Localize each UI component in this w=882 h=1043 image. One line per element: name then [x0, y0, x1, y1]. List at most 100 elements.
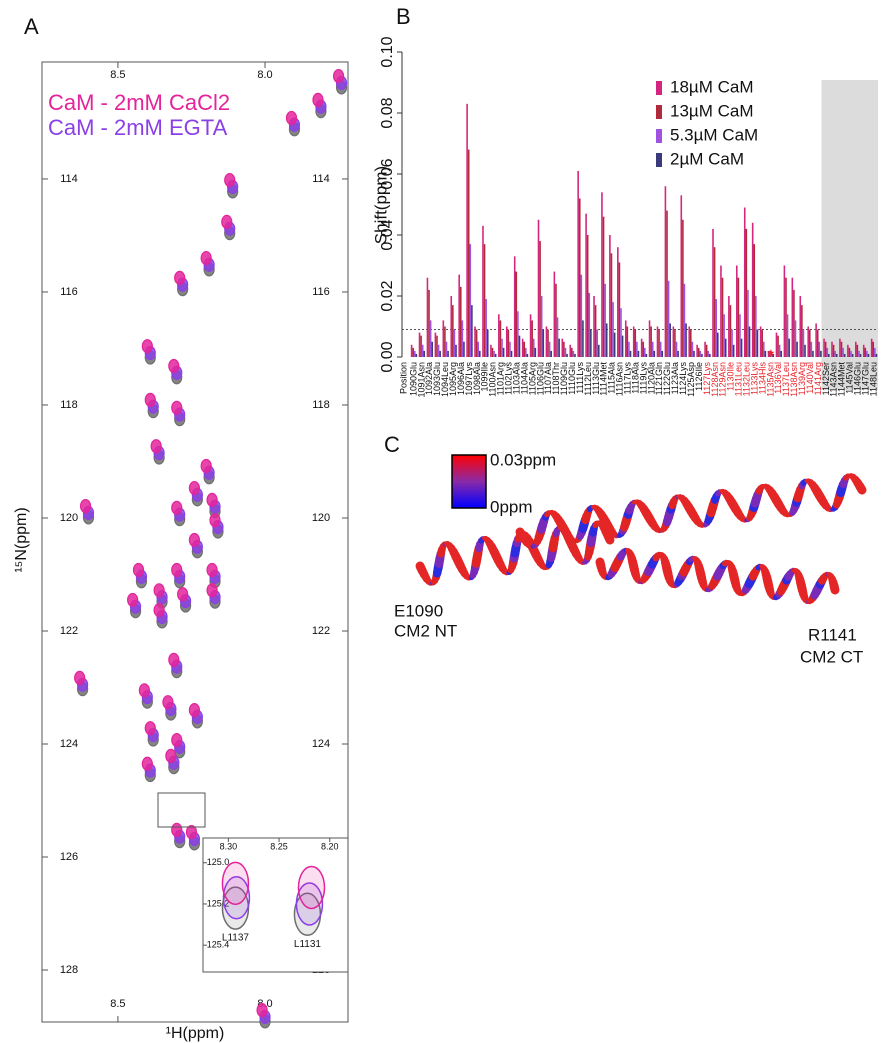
bar: [431, 341, 434, 357]
peak: [174, 270, 186, 285]
bar: [664, 186, 667, 357]
bar: [653, 350, 656, 357]
x-tick-label: 1117Lys: [623, 362, 633, 395]
peak: [79, 499, 92, 514]
peak: [200, 458, 212, 474]
y-tick-label: 118: [312, 399, 330, 411]
bar: [834, 350, 836, 357]
bar: [759, 326, 762, 357]
residue-label: E1090: [394, 601, 443, 620]
x-tick-label: 1138Asn: [789, 362, 799, 397]
y-tick-label: 120: [312, 512, 330, 524]
bar: [721, 277, 724, 357]
x-tick-label: 1142Ser: [821, 362, 831, 395]
x-axis-label: Position: [398, 362, 408, 394]
bar: [672, 326, 675, 357]
bar: [620, 308, 622, 357]
bar: [463, 341, 465, 357]
bar: [850, 350, 852, 357]
bar: [507, 329, 510, 357]
bar: [537, 219, 540, 357]
peak: [206, 562, 218, 578]
x-tick-label: 8.0: [257, 69, 272, 81]
bar: [604, 283, 606, 357]
bar: [828, 353, 830, 357]
x-tick-label: 1112Leu: [583, 362, 593, 396]
y-tick-label: 122: [60, 625, 78, 637]
y-tick-label: 116: [312, 286, 330, 298]
y-axis-label: ¹⁵N(ppm): [13, 507, 30, 572]
x-tick-label: 1106Glu: [535, 362, 545, 395]
y-tick-label: 0.04: [379, 219, 396, 250]
panel-label: A: [24, 14, 39, 39]
bar: [483, 244, 486, 357]
x-tick-label: 1147Glu: [860, 362, 870, 395]
bar: [586, 235, 589, 357]
bar: [748, 326, 751, 357]
bar: [743, 207, 746, 357]
bar: [413, 350, 416, 357]
bar: [571, 347, 573, 357]
x-tick-label: 1136Val: [773, 362, 783, 394]
y-tick-label: 125.0: [207, 857, 230, 867]
y-tick-label: 114: [312, 173, 330, 185]
x-tick-label: 1132Leu: [741, 362, 751, 396]
bar: [667, 280, 670, 357]
x-tick-label: 1093Glu: [432, 362, 442, 396]
bar: [450, 296, 453, 357]
bar: [531, 320, 533, 357]
bar: [640, 338, 643, 357]
x-tick-label: 1102Lys: [504, 362, 514, 396]
y-tick-label: 0.02: [379, 280, 396, 311]
x-tick-label: 1143Asn: [829, 362, 839, 397]
x-tick-label: 1114Met: [599, 362, 609, 396]
y-tick-label: 125.2: [207, 898, 230, 908]
bar: [429, 320, 432, 357]
bar: [471, 305, 473, 357]
bar: [436, 335, 438, 357]
bar: [526, 353, 529, 357]
bar: [775, 332, 778, 357]
bar: [824, 341, 827, 357]
bar: [872, 341, 875, 357]
peak: [200, 250, 212, 266]
peak: [188, 702, 201, 718]
x-tick-label: 1122Glu: [662, 362, 672, 395]
bar: [517, 311, 519, 357]
bar: [764, 350, 767, 357]
bar: [737, 277, 740, 357]
peak: [332, 69, 345, 84]
bar: [491, 347, 494, 357]
x-axis-label: ¹H(ppm): [166, 1025, 225, 1042]
bar: [848, 347, 851, 357]
x-tick-label: 1127Lys: [702, 362, 712, 396]
bar: [412, 347, 414, 357]
bar: [610, 253, 613, 357]
bar: [705, 344, 708, 357]
bar: [550, 350, 552, 357]
structure: 0.03ppm 0ppm E1090 CM2 NT R1141 CM2 CT: [394, 450, 867, 666]
bar: [458, 274, 460, 357]
bar: [707, 350, 710, 357]
bar: [596, 329, 598, 357]
x-tick-label: 1109Glu: [559, 362, 569, 395]
x-tick-label: 1125Asp: [686, 362, 696, 397]
peak: [144, 721, 156, 736]
ribbon: [603, 530, 615, 545]
bar: [802, 329, 805, 357]
bar: [762, 341, 765, 357]
bar: [644, 347, 646, 357]
bar: [820, 350, 822, 357]
bar: [486, 329, 489, 357]
bar: [540, 296, 543, 357]
bar: [426, 277, 429, 357]
bar: [651, 341, 654, 357]
x-tick-label: 1135Asn: [765, 362, 775, 397]
bar: [864, 347, 867, 357]
peak-contour: [221, 861, 250, 906]
bar: [856, 344, 859, 357]
colorbar-max: 0.03ppm: [490, 450, 556, 469]
x-tick-label: 1103Ala: [511, 362, 521, 394]
residue-label: R1141: [808, 625, 857, 644]
